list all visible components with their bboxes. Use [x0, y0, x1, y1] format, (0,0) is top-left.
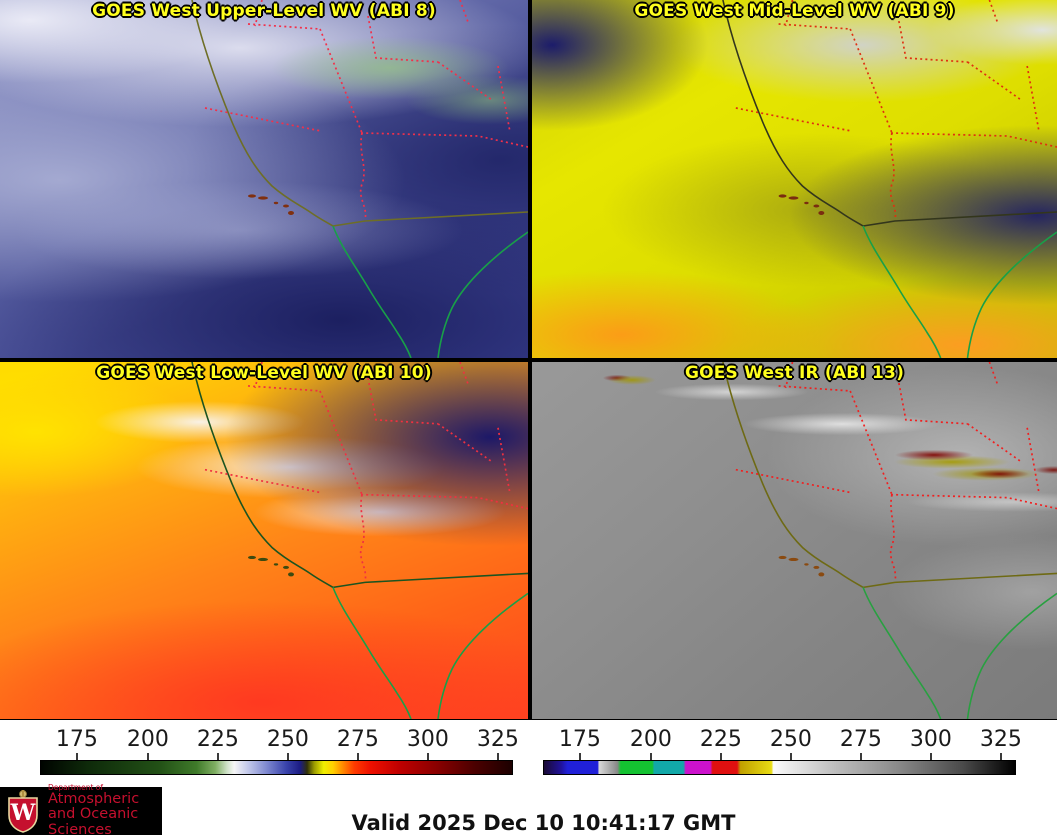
wv-colorbar: 175 200 225 250 275 300 325 — [40, 720, 519, 780]
tick-mark — [216, 753, 219, 760]
aos-department-logo: W Department of Atmospheric and Oceanic … — [0, 783, 162, 836]
panel-title-upper-wv: GOES West Upper-Level WV (ABI 8) — [92, 1, 436, 21]
channel-islands — [778, 555, 825, 577]
tick-mark — [426, 753, 429, 760]
state-borders — [735, 362, 1057, 582]
tick-mark — [649, 753, 652, 760]
logo-line-atmospheric: Atmospheric — [48, 791, 140, 808]
tick-label: 175 — [55, 727, 98, 752]
gulf-coastline — [966, 231, 1057, 358]
valid-time-label: Valid 2025 Dec 10 10:41:17 GMT — [351, 811, 736, 835]
tick-mark — [719, 753, 722, 760]
baja-coastline — [332, 225, 412, 358]
panel-ir: GOES West IR (ABI 13) — [532, 362, 1057, 719]
panel-mid-level-wv: GOES West Mid-Level WV (ABI 9) — [532, 0, 1057, 358]
tick-label: 250 — [769, 727, 812, 752]
state-borders — [735, 0, 1057, 221]
tick-label: 225 — [699, 727, 742, 752]
tick-mark — [75, 753, 78, 760]
ir-colorbar-gradient — [543, 760, 1016, 775]
tick-label: 300 — [909, 727, 952, 752]
tick-mark — [496, 753, 499, 760]
tick-mark — [146, 753, 149, 760]
logo-line-oceanic: and Oceanic Sciences — [48, 806, 139, 836]
tick-mark — [286, 753, 289, 760]
tick-label: 300 — [406, 727, 449, 752]
state-borders — [204, 0, 528, 221]
tick-label: 200 — [629, 727, 672, 752]
map-overlay-ir — [722, 362, 1057, 719]
uw-crest-icon: W — [8, 790, 38, 833]
coastline — [722, 0, 864, 227]
tick-mark — [356, 753, 359, 760]
tick-mark — [929, 753, 932, 760]
tick-label: 275 — [336, 727, 379, 752]
logo-line-department: Department of — [48, 783, 103, 793]
us-mexico-border — [862, 572, 1057, 589]
us-mexico-border — [332, 211, 528, 227]
baja-coastline — [862, 587, 942, 719]
baja-coastline — [862, 225, 942, 358]
tick-label: 325 — [476, 727, 519, 752]
map-overlay-mid-wv — [722, 0, 1057, 358]
channel-islands — [778, 194, 825, 215]
tick-label: 175 — [558, 727, 601, 752]
bottom-strip: 175 200 225 250 275 300 325 175 200 225 … — [0, 719, 1057, 836]
gulf-coastline — [966, 592, 1057, 719]
map-overlay-low-wv — [191, 362, 528, 719]
panel-title-mid-wv: GOES West Mid-Level WV (ABI 9) — [634, 1, 955, 21]
us-mexico-border — [862, 211, 1057, 227]
baja-coastline — [332, 587, 412, 719]
tick-label: 325 — [979, 727, 1022, 752]
map-overlay-upper-wv — [191, 0, 528, 358]
coastline — [191, 362, 334, 589]
tick-mark — [578, 753, 581, 760]
wv-colorbar-gradient — [40, 760, 513, 775]
gulf-coastline — [437, 592, 528, 719]
tick-mark — [859, 753, 862, 760]
gulf-coastline — [437, 231, 528, 358]
tick-label: 250 — [266, 727, 309, 752]
panel-upper-level-wv: GOES West Upper-Level WV (ABI 8) — [0, 0, 528, 358]
panel-low-level-wv: GOES West Low-Level WV (ABI 10) — [0, 362, 528, 719]
coastline — [191, 0, 334, 227]
state-borders — [204, 362, 528, 582]
tick-mark — [999, 753, 1002, 760]
tick-mark — [789, 753, 792, 760]
coastline — [722, 362, 864, 589]
panel-title-low-wv: GOES West Low-Level WV (ABI 10) — [96, 363, 432, 383]
ir-colorbar: 175 200 225 250 275 300 325 — [543, 720, 1022, 780]
tick-label: 200 — [126, 727, 169, 752]
tick-label: 275 — [839, 727, 882, 752]
channel-islands — [248, 194, 294, 215]
panel-title-ir: GOES West IR (ABI 13) — [684, 363, 905, 383]
tick-label: 225 — [196, 727, 239, 752]
us-mexico-border — [332, 572, 528, 589]
channel-islands — [248, 555, 294, 577]
svg-text:W: W — [10, 800, 36, 826]
